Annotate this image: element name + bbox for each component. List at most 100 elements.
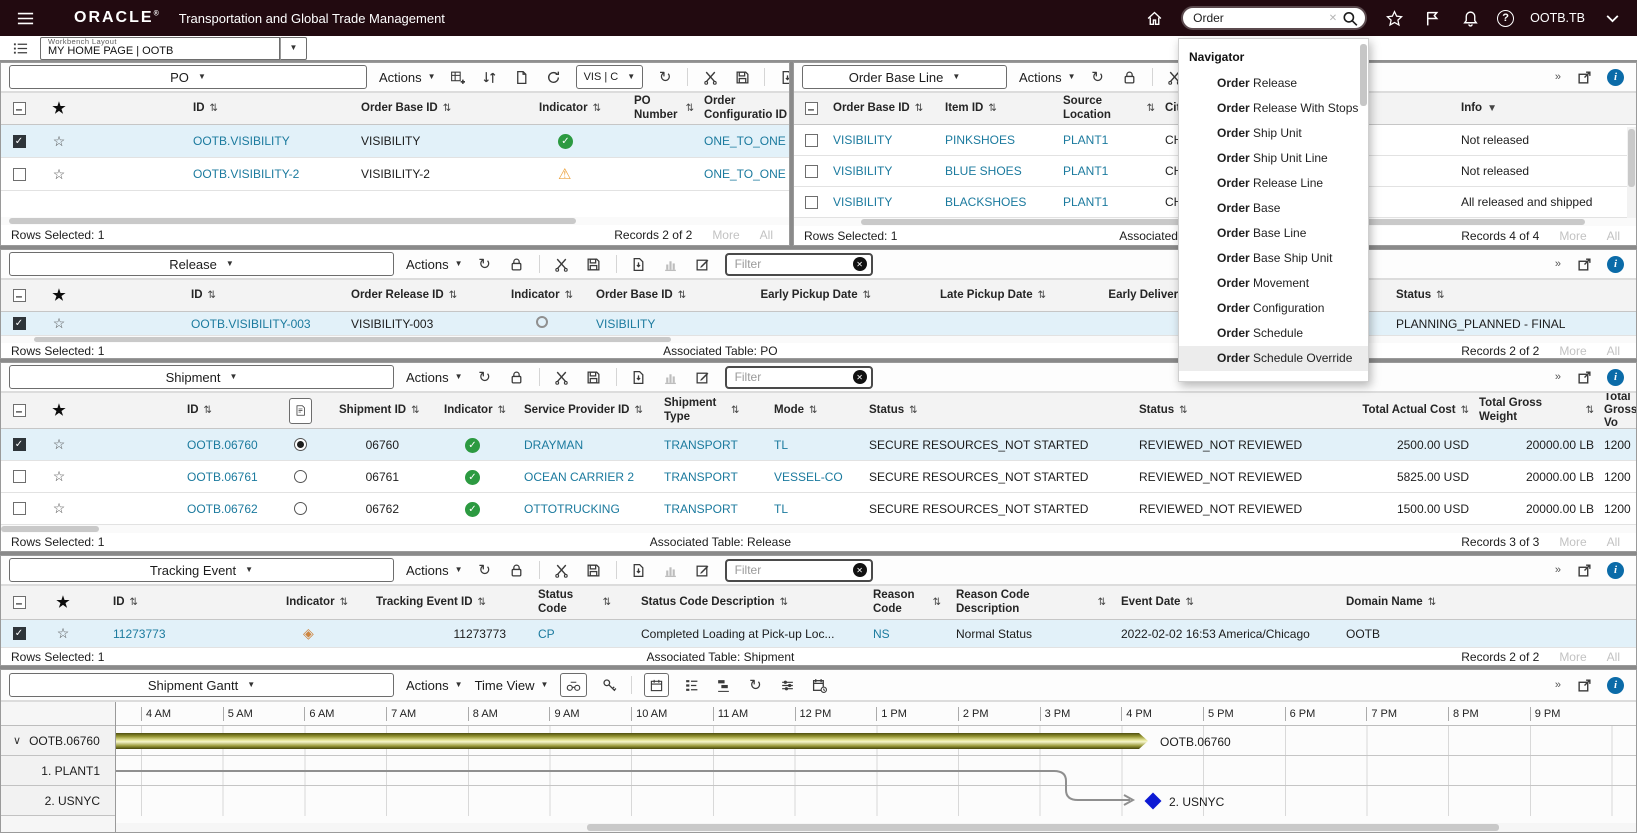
filter-box[interactable]: ✕ xyxy=(724,365,873,389)
navigator-item[interactable]: Order Release With Stops xyxy=(1217,101,1359,115)
saved-query-select[interactable]: VIS | C ▼ xyxy=(575,65,644,89)
cell-shipment-type[interactable]: TRANSPORT xyxy=(664,469,738,484)
column-header-id[interactable]: ID ⇅ xyxy=(193,101,218,114)
warning-indicator-icon[interactable]: ⚠ xyxy=(558,166,572,182)
column-header-indicator[interactable]: Indicator ⇅ xyxy=(511,288,573,301)
empty-indicator-icon[interactable] xyxy=(536,316,548,328)
all-link[interactable]: All xyxy=(1606,650,1620,664)
row-checkbox[interactable] xyxy=(12,470,26,483)
column-header-order-base-id[interactable]: Order Base ID ⇅ xyxy=(596,288,687,301)
more-link[interactable]: More xyxy=(712,228,740,242)
actions-button[interactable]: Actions ▼ xyxy=(406,677,463,693)
table-row[interactable]: ☆ OOTB.06761 06761 OCEAN CARRIER 2 TRANS… xyxy=(1,461,1636,493)
column-header-order-configuration-id[interactable]: Order Configuratio ID xyxy=(704,95,788,121)
collapse-row-chevron-icon[interactable]: ∨ xyxy=(13,735,22,747)
column-header-reason-code[interactable]: Reason Code ⇅ xyxy=(873,589,941,615)
row-checkbox[interactable] xyxy=(12,317,26,330)
column-header-shipment-id[interactable]: Shipment ID ⇅ xyxy=(339,403,420,416)
select-all-checkbox[interactable] xyxy=(12,102,26,115)
diamond-indicator-icon[interactable]: ◈ xyxy=(303,625,314,641)
find-icon[interactable] xyxy=(560,673,588,697)
refresh-icon[interactable]: ↻ xyxy=(749,677,762,694)
navigator-item[interactable]: Order Ship Unit xyxy=(1217,126,1302,140)
po-panel-title-button[interactable]: PO ▼ xyxy=(9,65,367,89)
dropdown-scrollbar[interactable] xyxy=(1360,44,1367,106)
legend-icon[interactable] xyxy=(681,675,701,695)
cell-id[interactable]: OOTB.06761 xyxy=(187,469,258,484)
navigator-item-highlighted[interactable]: Order Schedule Override xyxy=(1179,346,1368,371)
expand-panel-icon[interactable] xyxy=(1574,367,1594,387)
horizontal-scrollbar[interactable] xyxy=(1,217,789,225)
all-link[interactable]: All xyxy=(1606,535,1620,549)
favorite-star-icon[interactable]: ☆ xyxy=(52,468,66,484)
navigator-item[interactable]: Order Base Ship Unit xyxy=(1217,251,1333,265)
favorite-star-icon[interactable]: ☆ xyxy=(52,165,66,182)
all-link[interactable]: All xyxy=(1606,229,1620,243)
cell-id[interactable]: 11273773 xyxy=(113,626,166,641)
tracking-event-panel-title-button[interactable]: Tracking Event ▼ xyxy=(9,558,394,582)
schedule-icon[interactable] xyxy=(809,675,829,695)
cell-id[interactable]: OOTB.06760 xyxy=(187,437,258,452)
column-header-status-code[interactable]: Status Code ⇅ xyxy=(538,589,611,615)
column-header-total-actual-cost[interactable]: Total Actual Cost ⇅ xyxy=(1362,403,1469,416)
cell-source-location[interactable]: PLANT1 xyxy=(1063,164,1109,178)
collapse-panel-icon[interactable]: » xyxy=(1554,258,1561,270)
key-icon[interactable] xyxy=(599,675,619,695)
row-checkbox[interactable] xyxy=(804,164,818,178)
column-header-id[interactable]: ID ⇅ xyxy=(113,595,138,608)
gantt-stop-row-label[interactable]: 1. PLANT1 xyxy=(1,756,115,786)
vertical-scrollbar[interactable] xyxy=(1627,127,1636,219)
reload-icon[interactable]: ↻ xyxy=(658,69,672,86)
cell-id[interactable]: OOTB.VISIBILITY-2 xyxy=(193,167,300,181)
flag-icon[interactable] xyxy=(1421,7,1443,29)
filter-input[interactable] xyxy=(734,257,853,271)
cell-shipment-type[interactable]: TRANSPORT xyxy=(664,437,738,452)
filter-box[interactable]: ✕ xyxy=(724,252,873,276)
row-checkbox[interactable] xyxy=(12,627,26,640)
cell-order-base-id[interactable]: VISIBILITY xyxy=(833,133,893,147)
cell-item-id[interactable]: BLACKSHOES xyxy=(945,195,1027,209)
column-header-late-pickup-date[interactable]: Late Pickup Date ⇅ xyxy=(939,288,1046,301)
cell-status-code[interactable]: CP xyxy=(538,626,555,641)
ok-indicator-icon[interactable] xyxy=(558,134,573,149)
cell-mode[interactable]: TL xyxy=(774,501,789,516)
ok-indicator-icon[interactable] xyxy=(465,437,480,453)
column-header-indicator[interactable]: Indicator ⇅ xyxy=(444,403,506,416)
column-header-indicator[interactable]: Indicator ⇅ xyxy=(286,595,348,608)
cut-icon[interactable] xyxy=(700,67,720,87)
cell-service-provider[interactable]: OCEAN CARRIER 2 xyxy=(524,469,635,484)
info-icon[interactable]: i xyxy=(1607,368,1624,386)
release-panel-title-button[interactable]: Release ▼ xyxy=(9,252,394,276)
info-icon[interactable]: i xyxy=(1607,255,1624,273)
clear-search-icon[interactable]: ✕ xyxy=(1328,12,1338,24)
export-icon[interactable] xyxy=(629,367,649,387)
cell-item-id[interactable]: PINKSHOES xyxy=(945,133,1016,147)
add-record-icon[interactable] xyxy=(448,67,468,87)
cell-mode[interactable]: VESSEL-CO xyxy=(774,469,843,484)
order-base-line-panel-title-button[interactable]: Order Base Line ▼ xyxy=(802,65,1007,89)
row-checkbox[interactable] xyxy=(12,438,26,451)
row-checkbox[interactable] xyxy=(804,133,818,147)
column-header-id[interactable]: ID ⇅ xyxy=(187,403,212,416)
column-header-reason-code-description[interactable]: Reason Code Description ⇅ xyxy=(956,589,1106,615)
cell-order-base-id[interactable]: VISIBILITY xyxy=(833,164,893,178)
cell-mode[interactable]: TL xyxy=(774,437,789,452)
column-header-status-2[interactable]: Status ⇅ xyxy=(1139,403,1188,416)
refresh-icon[interactable]: ↻ xyxy=(1091,69,1104,86)
navigator-item[interactable]: Order Movement xyxy=(1217,276,1310,290)
edit-icon[interactable] xyxy=(693,560,713,580)
cell-order-base-id[interactable]: VISIBILITY xyxy=(596,316,656,331)
save-icon[interactable] xyxy=(584,254,604,274)
actions-button[interactable]: Actions ▼ xyxy=(406,369,463,385)
save-icon[interactable] xyxy=(732,67,752,87)
cell-reason-code[interactable]: NS xyxy=(873,626,890,641)
edit-icon[interactable] xyxy=(693,254,713,274)
filter-box[interactable]: ✕ xyxy=(724,558,873,582)
cut-icon[interactable] xyxy=(552,367,572,387)
navigator-item[interactable]: Order Schedule xyxy=(1217,326,1304,340)
shipment-panel-title-button[interactable]: Shipment ▼ xyxy=(9,365,394,389)
shipment-gantt-bar[interactable] xyxy=(116,733,1148,749)
export-icon[interactable] xyxy=(629,254,649,274)
cut-icon[interactable] xyxy=(552,254,572,274)
export-icon[interactable] xyxy=(629,560,649,580)
